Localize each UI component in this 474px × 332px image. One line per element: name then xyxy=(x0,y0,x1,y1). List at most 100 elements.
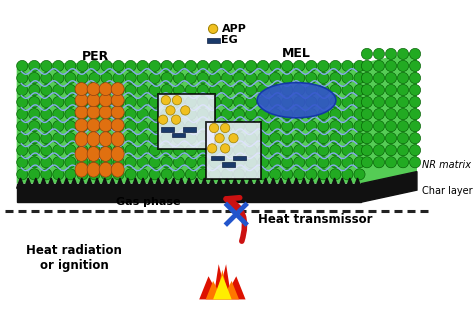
Bar xyxy=(173,133,185,137)
Circle shape xyxy=(398,84,409,96)
Circle shape xyxy=(220,144,230,153)
Circle shape xyxy=(270,121,281,132)
Circle shape xyxy=(101,169,112,180)
Polygon shape xyxy=(132,178,139,188)
Circle shape xyxy=(410,48,420,59)
Bar xyxy=(161,127,174,132)
Circle shape xyxy=(101,72,112,84)
Circle shape xyxy=(221,97,233,108)
Text: Heat radiation
or ignition: Heat radiation or ignition xyxy=(26,244,122,272)
Circle shape xyxy=(173,72,184,84)
Circle shape xyxy=(65,97,76,108)
Circle shape xyxy=(318,121,329,132)
Circle shape xyxy=(209,24,218,34)
Circle shape xyxy=(161,133,173,144)
Circle shape xyxy=(53,121,64,132)
Circle shape xyxy=(101,60,112,71)
Polygon shape xyxy=(246,178,254,188)
Polygon shape xyxy=(116,178,124,188)
Circle shape xyxy=(210,157,220,168)
Circle shape xyxy=(294,145,305,156)
Circle shape xyxy=(149,60,160,71)
Circle shape xyxy=(149,133,160,144)
Circle shape xyxy=(197,133,209,144)
Circle shape xyxy=(197,97,209,108)
Bar xyxy=(17,184,361,202)
Circle shape xyxy=(65,133,76,144)
Circle shape xyxy=(221,133,233,144)
Circle shape xyxy=(306,109,317,120)
Circle shape xyxy=(234,97,245,108)
Circle shape xyxy=(113,109,124,120)
Circle shape xyxy=(185,169,196,180)
Circle shape xyxy=(361,121,373,132)
Polygon shape xyxy=(292,178,300,188)
Ellipse shape xyxy=(87,132,100,146)
Circle shape xyxy=(306,133,317,144)
Polygon shape xyxy=(170,178,178,188)
Circle shape xyxy=(210,109,220,120)
Circle shape xyxy=(41,145,52,156)
Polygon shape xyxy=(262,178,269,188)
Circle shape xyxy=(306,157,317,168)
Polygon shape xyxy=(285,178,292,188)
Circle shape xyxy=(361,157,373,168)
Circle shape xyxy=(65,169,76,180)
Circle shape xyxy=(41,60,52,71)
Circle shape xyxy=(221,121,233,132)
Circle shape xyxy=(342,72,353,84)
Ellipse shape xyxy=(75,132,88,146)
Circle shape xyxy=(282,169,293,180)
Circle shape xyxy=(270,84,281,96)
Polygon shape xyxy=(162,178,170,188)
Circle shape xyxy=(53,157,64,168)
Circle shape xyxy=(53,97,64,108)
Circle shape xyxy=(137,72,148,84)
Circle shape xyxy=(53,72,64,84)
Circle shape xyxy=(65,72,76,84)
Ellipse shape xyxy=(99,106,112,119)
Circle shape xyxy=(125,60,136,71)
Polygon shape xyxy=(155,178,162,188)
Circle shape xyxy=(41,157,52,168)
Circle shape xyxy=(361,109,373,120)
Circle shape xyxy=(29,169,40,180)
Circle shape xyxy=(234,133,245,144)
Polygon shape xyxy=(223,178,231,188)
Circle shape xyxy=(29,60,40,71)
Ellipse shape xyxy=(99,146,112,161)
Circle shape xyxy=(166,106,175,115)
Circle shape xyxy=(89,97,100,108)
Circle shape xyxy=(210,145,220,156)
Circle shape xyxy=(137,157,148,168)
FancyBboxPatch shape xyxy=(157,94,215,149)
Circle shape xyxy=(210,97,220,108)
Circle shape xyxy=(410,84,420,96)
Polygon shape xyxy=(199,264,246,299)
Circle shape xyxy=(398,145,409,156)
Polygon shape xyxy=(93,178,101,188)
Circle shape xyxy=(342,109,353,120)
Circle shape xyxy=(385,145,397,156)
Circle shape xyxy=(410,60,420,71)
Circle shape xyxy=(185,145,196,156)
Text: PER: PER xyxy=(82,50,109,63)
Circle shape xyxy=(318,157,329,168)
Circle shape xyxy=(41,169,52,180)
Circle shape xyxy=(306,145,317,156)
Bar xyxy=(222,162,236,167)
Circle shape xyxy=(361,48,373,59)
Ellipse shape xyxy=(87,83,100,96)
Circle shape xyxy=(354,72,365,84)
Circle shape xyxy=(185,133,196,144)
Circle shape xyxy=(221,60,233,71)
Circle shape xyxy=(161,72,173,84)
Polygon shape xyxy=(239,178,246,188)
Circle shape xyxy=(53,84,64,96)
Circle shape xyxy=(137,169,148,180)
Circle shape xyxy=(77,169,88,180)
Circle shape xyxy=(410,121,420,132)
Circle shape xyxy=(385,133,397,144)
Circle shape xyxy=(29,145,40,156)
Circle shape xyxy=(354,97,365,108)
